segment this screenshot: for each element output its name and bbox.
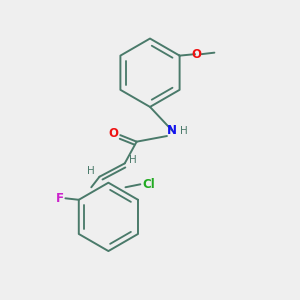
Text: F: F: [56, 192, 64, 205]
Text: N: N: [167, 124, 177, 137]
Text: H: H: [180, 126, 188, 136]
Text: O: O: [191, 48, 201, 61]
Text: Cl: Cl: [142, 178, 155, 191]
Text: H: H: [87, 167, 94, 176]
Text: O: O: [109, 127, 119, 140]
Text: H: H: [129, 155, 137, 165]
